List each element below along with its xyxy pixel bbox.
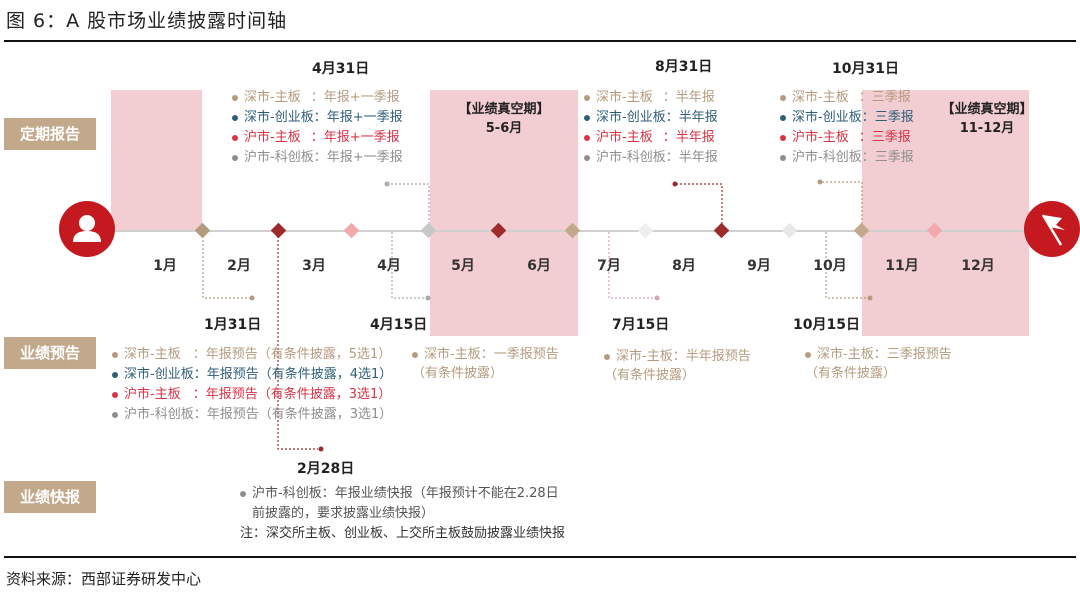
forecast-h1: 深市-主板：半年报预告 （有条件披露）	[604, 349, 751, 383]
month-label: 5月	[451, 258, 475, 274]
month-label: 10月	[813, 258, 847, 274]
forecast-date: 1月31日	[204, 317, 262, 333]
month-label: 11月	[885, 258, 919, 274]
regular-report-list: 深市-主板：三季报 深市-创业板：三季报 沪市-主板：三季报 沪市-科创板：三季…	[780, 88, 914, 168]
forecast-date: 2月28日	[297, 461, 355, 477]
forecast-date: 10月15日	[793, 317, 860, 333]
month-label: 1月	[153, 258, 177, 274]
figure-title: 图 6：A 股市场业绩披露时间轴	[6, 10, 288, 32]
empty-period-label: 【业绩真空期】 5-6月	[458, 102, 550, 136]
bottom-rule	[4, 556, 1076, 558]
deadline-date: 4月31日	[312, 61, 370, 77]
january-shade	[111, 90, 202, 230]
month-label: 3月	[302, 258, 326, 274]
category-regular-report: 定期报告	[4, 118, 96, 150]
category-forecast: 业绩预告	[4, 337, 96, 369]
forecast-annual-list: 深市-主板：年报预告（有条件披露，5选1） 深市-创业板：年报预告（有条件披露，…	[112, 345, 392, 425]
month-label: 6月	[527, 258, 551, 274]
month-label: 2月	[227, 258, 251, 274]
forecast-date: 7月15日	[612, 317, 670, 333]
deadline-date: 8月31日	[655, 59, 713, 75]
forecast-q1: 深市-主板：一季报预告 （有条件披露）	[412, 347, 559, 381]
month-label: 9月	[747, 258, 771, 274]
empty-period-label: 【业绩真空期】 11-12月	[941, 102, 1033, 136]
person-icon	[59, 201, 115, 257]
empty-period-may-jun	[430, 90, 578, 336]
month-label: 12月	[961, 258, 995, 274]
month-label: 7月	[597, 258, 621, 274]
month-label: 4月	[377, 258, 401, 274]
category-express: 业绩快报	[4, 481, 96, 513]
month-label: 8月	[672, 258, 696, 274]
flag-icon	[1024, 201, 1080, 257]
top-rule	[4, 40, 1076, 42]
empty-period-nov-dec	[862, 90, 1029, 336]
express-report-text: 沪市-科创板：年报业绩快报（年报预计不能在2.28日 前披露的，要求披露业绩快报…	[240, 486, 566, 541]
source-note: 资料来源：西部证券研发中心	[6, 570, 202, 588]
deadline-date: 10月31日	[832, 61, 899, 77]
regular-report-list: 深市-主板：年报+一季报 深市-创业板：年报+一季报 沪市-主板：年报+一季报 …	[232, 88, 403, 168]
regular-report-list: 深市-主板：半年报 深市-创业板：半年报 沪市-主板：半年报 沪市-科创板：半年…	[584, 88, 718, 168]
forecast-q3: 深市-主板：三季报预告 （有条件披露）	[805, 347, 952, 381]
forecast-date: 4月15日	[370, 317, 428, 333]
